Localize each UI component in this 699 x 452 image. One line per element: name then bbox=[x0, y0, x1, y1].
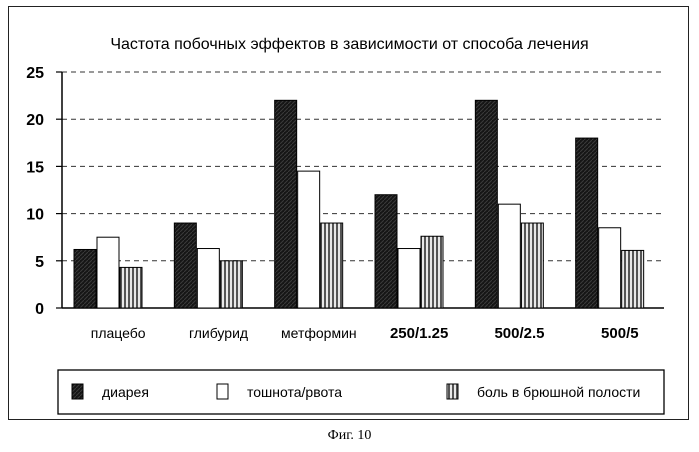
bar-diarrhea bbox=[73, 248, 97, 309]
bar-diarrhea bbox=[274, 99, 298, 309]
x-category-label: плацебо bbox=[91, 325, 146, 341]
bar-diarrhea bbox=[474, 99, 498, 309]
bar-abdominal-pain bbox=[119, 266, 143, 309]
bar-diarrhea bbox=[575, 137, 599, 309]
legend-label: диарея bbox=[102, 384, 149, 400]
bar-nausea bbox=[96, 236, 120, 309]
bar-abdominal-pain bbox=[320, 222, 344, 309]
y-tick-label: 25 bbox=[26, 65, 44, 82]
axes bbox=[56, 71, 664, 309]
y-tick-label: 20 bbox=[26, 112, 44, 129]
x-category-label: метформин bbox=[281, 325, 357, 341]
figure-caption: Фиг. 10 bbox=[327, 428, 372, 443]
y-tick-label: 5 bbox=[35, 254, 44, 271]
x-category-label: глибурид bbox=[189, 325, 248, 341]
x-category-label: 500/5 bbox=[601, 325, 639, 342]
legend-box bbox=[57, 369, 665, 415]
legend-label: тошнота/рвота bbox=[247, 384, 342, 400]
y-tick-label: 0 bbox=[35, 301, 44, 318]
bar-abdominal-pain bbox=[621, 249, 645, 309]
bar-abdominal-pain bbox=[219, 260, 243, 309]
y-tick-label: 10 bbox=[26, 207, 44, 224]
legend: диарея тошнота/рвота боль в брюшной полост… bbox=[57, 369, 665, 415]
bar-nausea bbox=[297, 170, 321, 309]
bars bbox=[73, 99, 645, 309]
bar-nausea bbox=[196, 248, 220, 309]
legend-swatch bbox=[446, 383, 459, 400]
y-tick-label: 15 bbox=[26, 159, 44, 176]
bar-abdominal-pain bbox=[520, 222, 544, 309]
grid-lines bbox=[62, 71, 664, 262]
x-category-label: 500/2.5 bbox=[494, 325, 544, 342]
chart-title: Частота побочных эффектов в зависимости … bbox=[110, 36, 589, 53]
bar-diarrhea bbox=[173, 222, 197, 309]
legend-label: боль в брюшной полости bbox=[477, 384, 640, 400]
legend-swatch bbox=[71, 383, 84, 400]
bar-nausea bbox=[598, 227, 622, 309]
bar-nausea bbox=[397, 248, 421, 309]
x-category-label: 250/1.25 bbox=[390, 325, 448, 342]
bar-nausea bbox=[497, 203, 521, 309]
bar-diarrhea bbox=[374, 194, 398, 309]
legend-swatch bbox=[216, 383, 229, 400]
labels: 0 5 10 15 20 25 плацебо глибурид метформин 250/1.… bbox=[26, 65, 638, 342]
chart-frame bbox=[8, 6, 689, 420]
bar-abdominal-pain bbox=[420, 235, 444, 309]
